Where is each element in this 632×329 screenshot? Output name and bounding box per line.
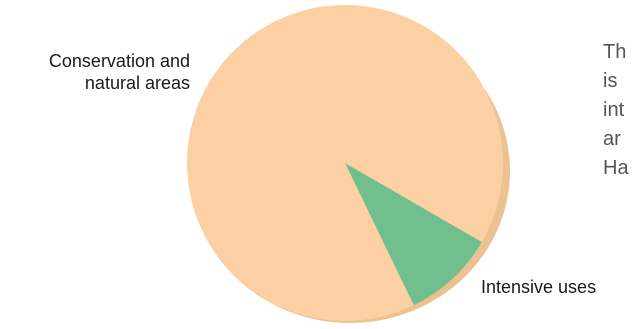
slice-label-conservation-line-1: Conservation and (48, 51, 190, 71)
side-paragraph-line-4: ar (603, 128, 621, 150)
side-paragraph-line-2: is (603, 70, 618, 92)
side-paragraph-line-1: Th (603, 41, 627, 63)
side-paragraph: Th is int ar Ha (603, 38, 632, 183)
slice-label-intensive: Intensive uses (481, 276, 596, 298)
pie-slice-intensive (186, 5, 503, 322)
slice-label-intensive-line-1: Intensive uses (481, 277, 597, 297)
pie-slice-conservation (345, 163, 482, 306)
slice-label-conservation-line-2: natural areas (84, 73, 190, 93)
side-paragraph-line-3: int (603, 99, 625, 121)
slice-label-conservation: Conservation and natural areas (49, 50, 190, 94)
side-paragraph-line-5: Ha (603, 157, 629, 179)
